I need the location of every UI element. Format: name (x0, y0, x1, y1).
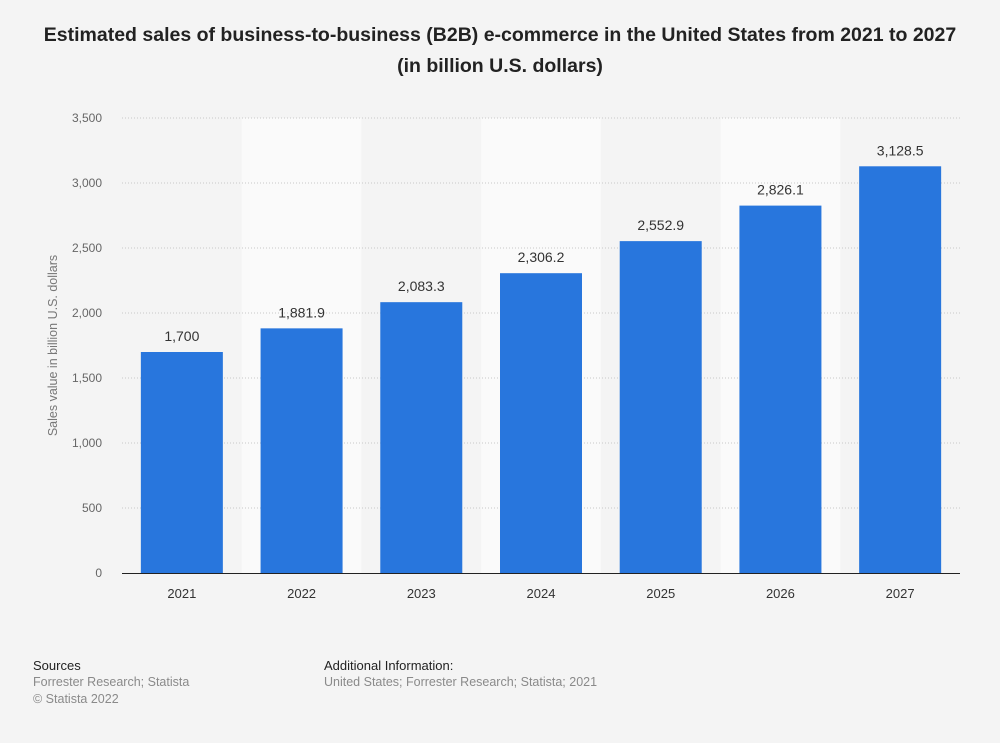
additional-info-block: Additional Information: United States; F… (324, 657, 597, 691)
additional-info-text: United States; Forrester Research; Stati… (324, 675, 598, 689)
y-tick-label: 3,000 (72, 176, 102, 190)
sources-text: Forrester Research; Statista (33, 675, 190, 689)
data-label: 2,552.9 (637, 217, 684, 233)
y-tick-label: 500 (82, 501, 102, 515)
bar-2022 (260, 328, 343, 573)
data-label: 2,083.3 (398, 278, 445, 294)
y-axis-title: Sales value in billion U.S. dollars (46, 255, 60, 436)
y-tick-label: 0 (95, 566, 102, 580)
x-tick-label: 2021 (167, 586, 196, 601)
x-tick-label: 2027 (886, 586, 915, 601)
x-tick-label: 2026 (766, 586, 795, 601)
additional-info-heading: Additional Information: (324, 658, 454, 673)
bar-2021 (140, 352, 223, 573)
bar-2027 (859, 166, 942, 574)
y-tick-label: 2,500 (72, 241, 102, 255)
data-label: 1,881.9 (278, 304, 325, 320)
y-tick-label: 1,000 (72, 436, 102, 450)
data-label: 3,128.5 (877, 142, 924, 158)
sources-heading: Sources (33, 658, 81, 673)
x-tick-label: 2025 (646, 586, 675, 601)
data-label: 2,826.1 (757, 182, 804, 198)
copyright: © Statista 2022 (33, 692, 119, 706)
x-tick-label: 2024 (527, 586, 556, 601)
sources-block: Sources Forrester Research; Statista © S… (33, 657, 189, 708)
bar-2024 (500, 273, 582, 573)
bar-2026 (739, 205, 822, 573)
x-tick-label: 2022 (287, 586, 316, 601)
chart-title: Estimated sales of business-to-business … (43, 24, 957, 77)
y-tick-label: 2,000 (72, 306, 102, 320)
data-label: 1,700 (164, 328, 199, 344)
y-tick-label: 3,500 (72, 111, 102, 125)
y-tick-label: 1,500 (72, 371, 102, 385)
bar-chart: 0 500 1,000 1,500 2,000 2,500 3,000 3,500 1,700 2… (46, 111, 960, 601)
x-tick-label: 2023 (407, 586, 436, 601)
data-label: 2,306.2 (518, 249, 565, 265)
bar-2025 (619, 241, 702, 574)
bar-2023 (380, 302, 463, 573)
